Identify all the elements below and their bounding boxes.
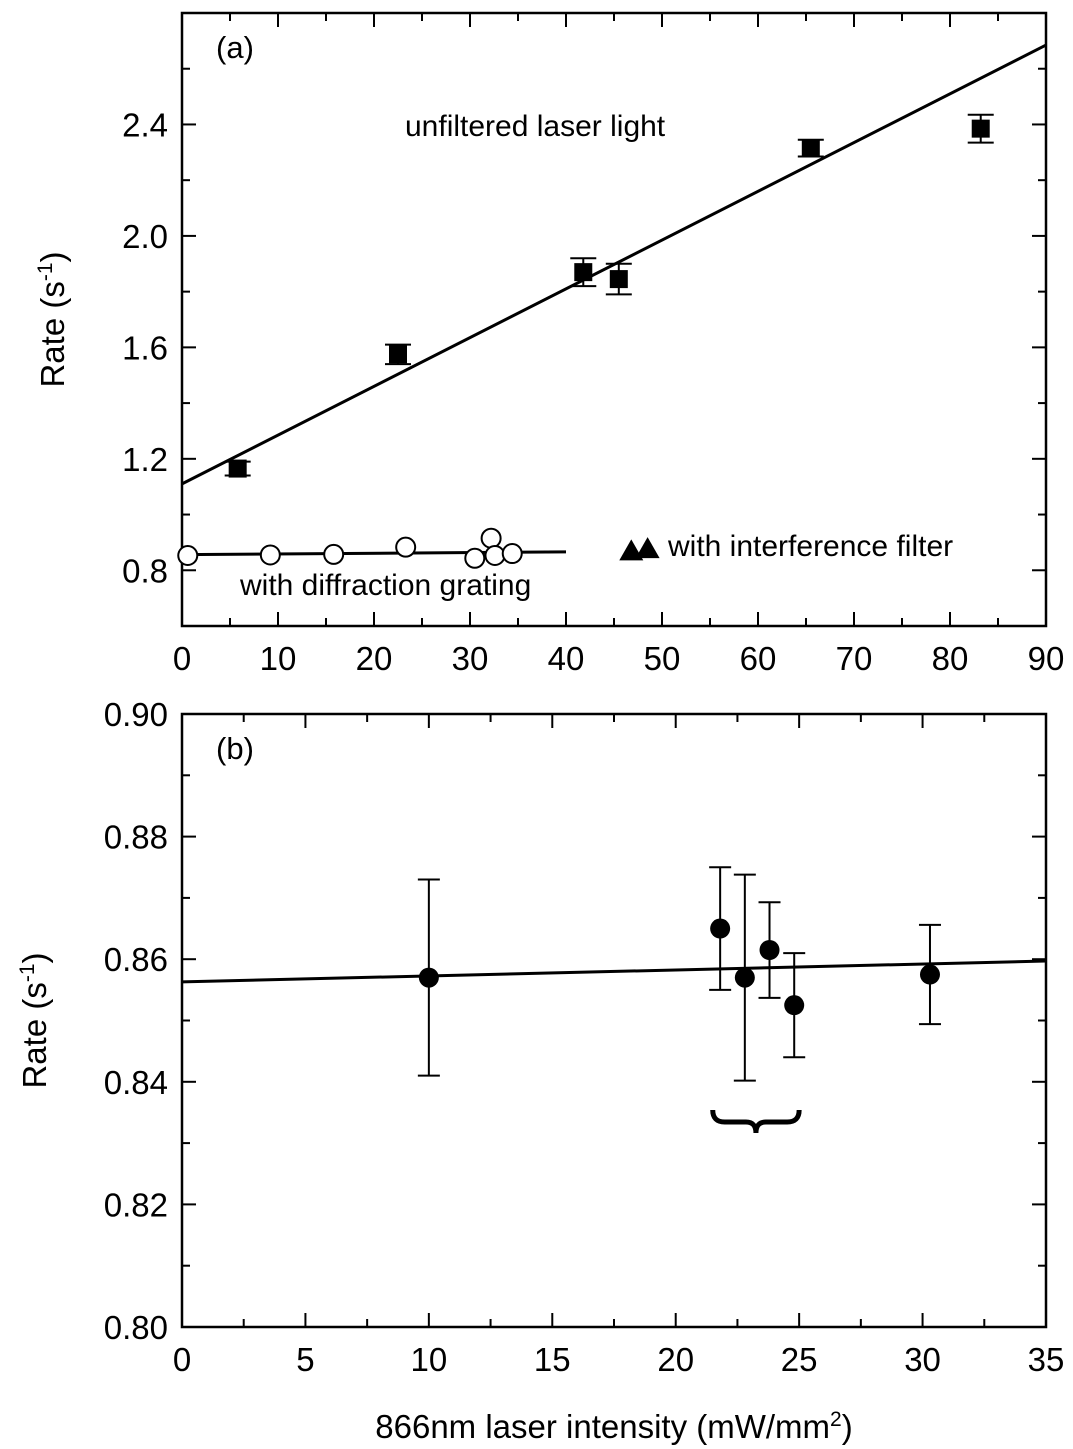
data-point-triangle — [619, 539, 644, 561]
data-point-circle — [484, 545, 506, 567]
data-point-square — [801, 139, 820, 158]
series-filled-triangle — [619, 537, 660, 561]
data-point-square — [609, 270, 628, 289]
x-tick-label: 0 — [173, 1341, 191, 1378]
x-axis-label-superscript: 2 — [830, 1408, 842, 1431]
curly-brace — [710, 1109, 802, 1134]
x-tick-label: 30 — [452, 640, 489, 677]
data-point-square — [228, 459, 247, 478]
y-axis-label-close: ) — [34, 251, 71, 262]
x-tick-label: 5 — [296, 1341, 314, 1378]
x-tick-label: 25 — [781, 1341, 818, 1378]
annotation-unfiltered: unfiltered laser light — [405, 110, 666, 143]
x-tick-label: 15 — [534, 1341, 571, 1378]
data-point-dot — [759, 940, 780, 961]
x-axis-label-close: ) — [842, 1408, 853, 1445]
x-tick-label: 70 — [836, 640, 873, 677]
y-tick-label: 0.86 — [104, 941, 168, 978]
y-tick-label: 1.6 — [122, 329, 168, 366]
y-tick-label: 0.82 — [104, 1186, 168, 1223]
data-point-triangle — [635, 537, 660, 559]
data-point-dot — [784, 995, 805, 1016]
y-axis-label-text: Rate (s — [34, 281, 71, 387]
plot-frame — [180, 712, 1048, 1329]
y-axis-label: Rate (s-1) — [16, 952, 53, 1088]
x-axis-label-text: 866nm laser intensity (mW/mm — [375, 1408, 830, 1445]
x-tick-label: 30 — [904, 1341, 941, 1378]
x-tick-label: 10 — [260, 640, 297, 677]
data-point-circle — [464, 547, 486, 569]
panel-b: 0 5 10 15 20 25 30 35 0.80 0.82 0.84 0.86 0.88 0.90 Ra… — [16, 696, 1064, 1445]
data-point-circle — [259, 544, 281, 566]
data-point-circle — [323, 543, 345, 565]
y-axis-label-text: Rate (s — [16, 982, 53, 1088]
y-axis-label: Rate (s-1) — [34, 251, 71, 387]
data-point-circle — [177, 545, 199, 567]
y-axis-label-superscript: -1 — [16, 963, 39, 982]
data-point-dot — [734, 967, 755, 988]
panel-label: (b) — [216, 731, 254, 766]
data-point-square — [389, 345, 407, 364]
y-tick-label: 1.2 — [122, 441, 168, 478]
data-point-circle — [395, 536, 417, 558]
data-point-square — [971, 119, 990, 138]
data-point-circle — [501, 543, 523, 565]
data-point-dot — [710, 918, 731, 939]
panel-a: 0 10 20 30 40 50 60 70 80 90 0.8 1.2 1.6 2.0 2.4 Rate (… — [34, 11, 1065, 677]
data-point-dot — [418, 967, 439, 988]
x-tick-label: 20 — [356, 640, 393, 677]
fit-line — [181, 959, 1047, 984]
y-tick-label: 2.0 — [122, 218, 168, 255]
annotation-grating: with diffraction grating — [239, 569, 531, 602]
y-tick-label: 0.80 — [104, 1309, 168, 1346]
x-tick-label: 35 — [1028, 1341, 1065, 1378]
x-tick-label: 0 — [173, 640, 191, 677]
x-tick-label: 40 — [548, 640, 585, 677]
y-tick-label: 0.90 — [104, 696, 168, 733]
series-filled-circle — [181, 866, 1047, 1082]
y-tick-label: 2.4 — [122, 106, 168, 143]
x-tick-label: 20 — [657, 1341, 694, 1378]
x-tick-label: 50 — [644, 640, 681, 677]
x-tick-label: 80 — [932, 640, 969, 677]
x-tick-label: 60 — [740, 640, 777, 677]
y-tick-label: 0.88 — [104, 819, 168, 856]
annotation-filter: with interference filter — [667, 530, 953, 563]
y-tick-label: 0.8 — [122, 552, 168, 589]
y-axis-label-close: ) — [16, 952, 53, 963]
x-tick-label: 10 — [410, 1341, 447, 1378]
x-tick-label: 90 — [1028, 640, 1065, 677]
x-axis-label: 866nm laser intensity (mW/mm2) — [375, 1408, 852, 1445]
data-point-circle — [480, 527, 502, 549]
panel-label: (a) — [216, 30, 254, 65]
y-tick-label: 0.84 — [104, 1064, 168, 1101]
data-point-square — [574, 263, 593, 282]
series-open-circle — [177, 527, 567, 569]
series-filled-square — [181, 43, 1047, 486]
data-point-dot — [919, 964, 940, 985]
y-axis-label-superscript: -1 — [34, 262, 57, 281]
